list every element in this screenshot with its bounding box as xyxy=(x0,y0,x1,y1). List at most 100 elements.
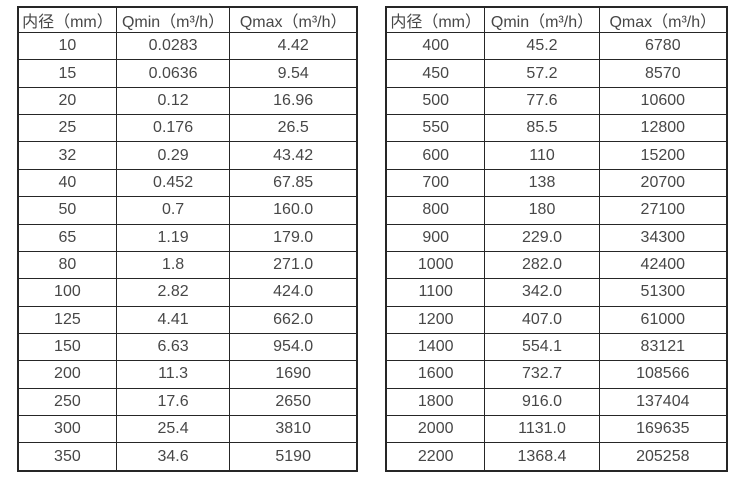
table-cell: 2650 xyxy=(229,387,358,417)
table-cell: 20700 xyxy=(598,168,728,198)
table-cell: 169635 xyxy=(598,415,728,444)
table-cell: 9.54 xyxy=(229,59,358,88)
table-cell: 51300 xyxy=(598,278,728,307)
table-cell: 43.42 xyxy=(229,141,358,170)
table-cell: 16.96 xyxy=(229,86,358,116)
table-cell: 350 xyxy=(17,442,117,472)
table-cell: 67.85 xyxy=(229,168,358,198)
table-cell: 34.6 xyxy=(115,442,231,472)
table-cell: 1400 xyxy=(385,332,486,362)
table-cell: 125 xyxy=(17,305,117,334)
table-cell: 282.0 xyxy=(484,250,600,280)
table-cell: 42400 xyxy=(598,250,728,280)
table-cell: 25 xyxy=(17,114,117,143)
table-cell: 150 xyxy=(17,332,117,362)
table-cell: 12800 xyxy=(598,114,728,143)
table-cell: 110 xyxy=(484,141,600,170)
table-cell: 77.6 xyxy=(484,86,600,116)
table-row: 550 85.5 12800 xyxy=(385,114,728,143)
column-header: 内径（mm） xyxy=(17,6,117,33)
table-cell: 550 xyxy=(385,114,486,143)
table-row: 50 0.7 160.0 xyxy=(17,196,358,225)
table-row: 800 180 27100 xyxy=(385,196,728,225)
table-cell: 65 xyxy=(17,223,117,252)
table-cell: 1600 xyxy=(385,360,486,389)
table-cell: 6.63 xyxy=(115,332,231,362)
table-cell: 229.0 xyxy=(484,223,600,252)
table-cell: 20 xyxy=(17,86,117,116)
table-cell: 732.7 xyxy=(484,360,600,389)
table-cell: 954.0 xyxy=(229,332,358,362)
column-header: Qmax（m³/h） xyxy=(598,6,728,33)
table-cell: 8570 xyxy=(598,59,728,88)
table-cell: 1000 xyxy=(385,250,486,280)
table-cell: 0.12 xyxy=(115,86,231,116)
table-row: 1400 554.1 83121 xyxy=(385,332,728,362)
table-row: 350 34.6 5190 xyxy=(17,442,358,472)
table-cell: 400 xyxy=(385,31,486,61)
column-header: Qmin（m³/h） xyxy=(484,6,600,33)
table-row: 2000 1131.0 169635 xyxy=(385,415,728,444)
table-cell: 17.6 xyxy=(115,387,231,417)
table-cell: 10 xyxy=(17,31,117,61)
table-cell: 80 xyxy=(17,250,117,280)
table-cell: 407.0 xyxy=(484,305,600,334)
table-row: 100 2.82 424.0 xyxy=(17,278,358,307)
table-cell: 916.0 xyxy=(484,387,600,417)
table-cell: 4.41 xyxy=(115,305,231,334)
table-cell: 137404 xyxy=(598,387,728,417)
table-row: 10 0.0283 4.42 xyxy=(17,31,358,61)
table-cell: 2.82 xyxy=(115,278,231,307)
table-cell: 1368.4 xyxy=(484,442,600,472)
table-cell: 180 xyxy=(484,196,600,225)
table-row: 150 6.63 954.0 xyxy=(17,332,358,362)
table-cell: 27100 xyxy=(598,196,728,225)
table-cell: 1.19 xyxy=(115,223,231,252)
table-cell: 6780 xyxy=(598,31,728,61)
flow-range-table-small-diameters: 内径（mm） Qmin（m³/h） Qmax（m³/h） 10 0.0283 4.42 1… xyxy=(17,6,358,472)
column-header: Qmin（m³/h） xyxy=(115,6,231,33)
table-row: 300 25.4 3810 xyxy=(17,415,358,444)
table-row: 200 11.3 1690 xyxy=(17,360,358,389)
table-cell: 800 xyxy=(385,196,486,225)
table-row: 700 138 20700 xyxy=(385,168,728,198)
flow-range-table-large-diameters: 内径（mm） Qmin（m³/h） Qmax（m³/h） 400 45.2 6780 45… xyxy=(385,6,728,472)
table-cell: 342.0 xyxy=(484,278,600,307)
table-row: 125 4.41 662.0 xyxy=(17,305,358,334)
table-cell: 4.42 xyxy=(229,31,358,61)
table-row: 1600 732.7 108566 xyxy=(385,360,728,389)
table-cell: 600 xyxy=(385,141,486,170)
table-cell: 138 xyxy=(484,168,600,198)
table-cell: 1690 xyxy=(229,360,358,389)
table-cell: 300 xyxy=(17,415,117,444)
table-row: 15 0.0636 9.54 xyxy=(17,59,358,88)
table-cell: 250 xyxy=(17,387,117,417)
table-row: 900 229.0 34300 xyxy=(385,223,728,252)
table-cell: 25.4 xyxy=(115,415,231,444)
header-row: 内径（mm） Qmin（m³/h） Qmax（m³/h） xyxy=(385,6,728,33)
table-cell: 205258 xyxy=(598,442,728,472)
table-row: 1000 282.0 42400 xyxy=(385,250,728,280)
table-row: 32 0.29 43.42 xyxy=(17,141,358,170)
table-cell: 700 xyxy=(385,168,486,198)
table-cell: 271.0 xyxy=(229,250,358,280)
table-cell: 1.8 xyxy=(115,250,231,280)
table-cell: 0.0283 xyxy=(115,31,231,61)
column-header: Qmax（m³/h） xyxy=(229,6,358,33)
table-cell: 108566 xyxy=(598,360,728,389)
table-row: 65 1.19 179.0 xyxy=(17,223,358,252)
table-cell: 0.452 xyxy=(115,168,231,198)
table-row: 40 0.452 67.85 xyxy=(17,168,358,198)
table-cell: 0.176 xyxy=(115,114,231,143)
table-row: 600 110 15200 xyxy=(385,141,728,170)
table-cell: 3810 xyxy=(229,415,358,444)
table-cell: 2000 xyxy=(385,415,486,444)
table-row: 25 0.176 26.5 xyxy=(17,114,358,143)
table-row: 250 17.6 2650 xyxy=(17,387,358,417)
column-header: 内径（mm） xyxy=(385,6,486,33)
table-cell: 662.0 xyxy=(229,305,358,334)
table-cell: 179.0 xyxy=(229,223,358,252)
table-row: 400 45.2 6780 xyxy=(385,31,728,61)
table-cell: 40 xyxy=(17,168,117,198)
